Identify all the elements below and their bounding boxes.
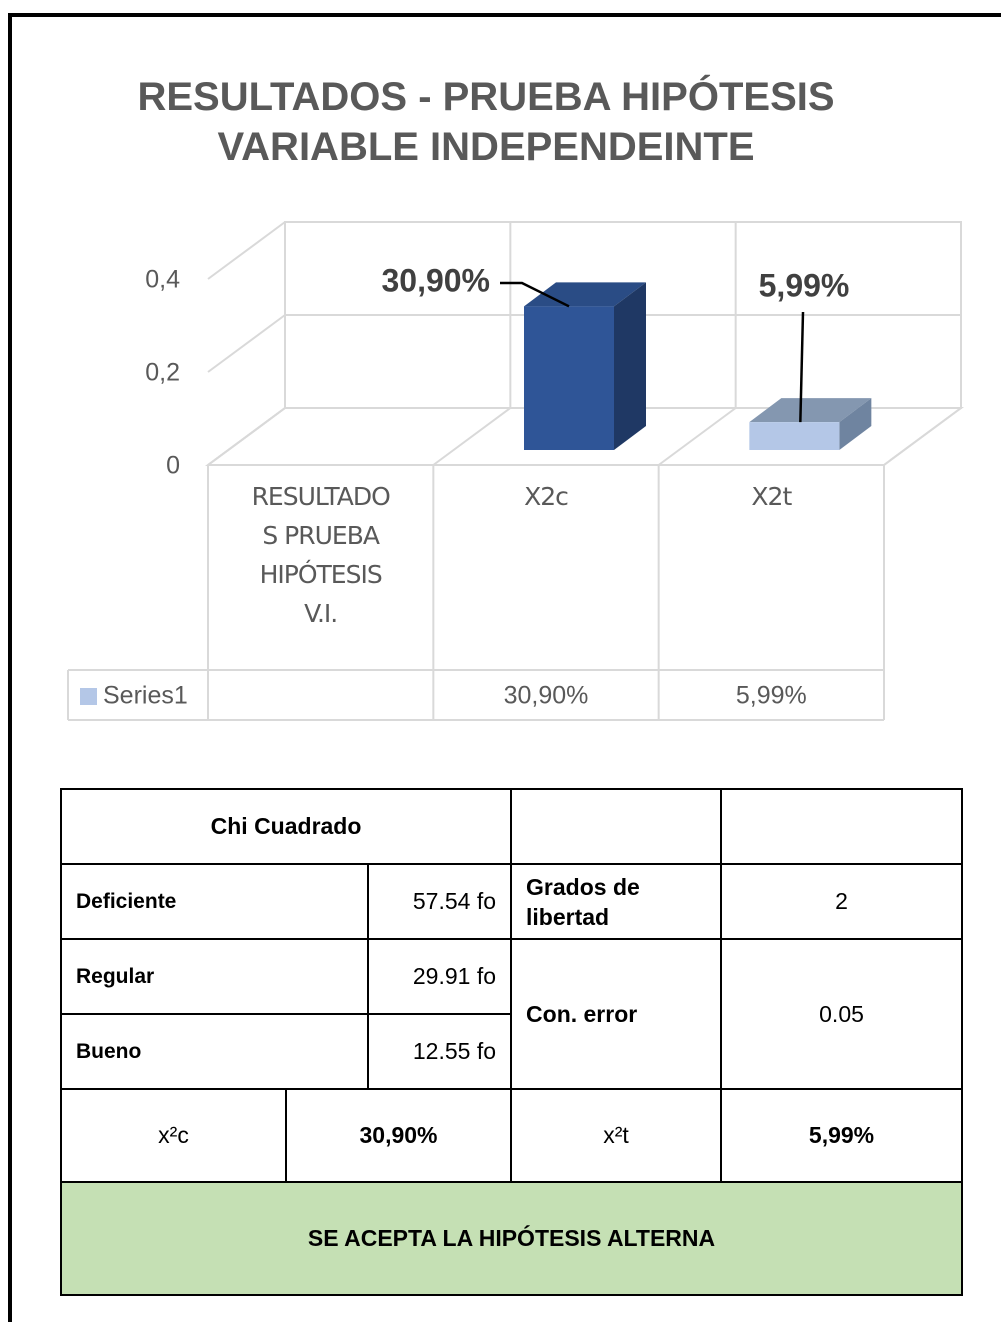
conclusion: SE ACEPTA LA HIPÓTESIS ALTERNA xyxy=(59,1181,964,1296)
table-value: 5,99% xyxy=(736,682,807,710)
floor-divider xyxy=(883,407,962,466)
bar xyxy=(524,282,646,450)
x2c-label: x²c xyxy=(60,1088,287,1183)
legend-swatch xyxy=(80,688,97,705)
x-tick-label: X2c xyxy=(524,482,569,511)
bar-front xyxy=(524,306,614,450)
floor-divider xyxy=(658,407,737,466)
bar-top xyxy=(749,398,872,423)
chart-title: RESULTADOS - PRUEBA HIPÓTESIS VARIABLE I… xyxy=(137,75,835,169)
y-tick-label: 0,2 xyxy=(145,359,180,387)
chart: 0 0,2 0,4 RESULTADOS PRUEBA HIPÓTESIS V.I. X… xyxy=(67,221,965,721)
grid-line xyxy=(207,407,286,466)
grid-line xyxy=(207,314,286,373)
x-category: RESULTADOS PRUEBA HIPÓTESIS V.I. xyxy=(251,482,391,628)
row-label: Regular xyxy=(60,938,369,1015)
cell xyxy=(720,788,964,865)
x2t-value: 5,99% xyxy=(720,1088,964,1183)
table-title: Chi Cuadrado xyxy=(59,788,513,865)
row-label: Bueno xyxy=(60,1013,369,1090)
degrees-label: Grados de libertad xyxy=(510,863,723,940)
x-category: X2c xyxy=(524,482,569,511)
table-value: 30,90% xyxy=(504,682,589,710)
row-value: 12.55 fo xyxy=(366,1013,513,1090)
legend-label: Series1 xyxy=(103,682,188,710)
bar-front xyxy=(749,422,840,450)
row-value: 57.54 fo xyxy=(366,863,513,940)
chi-table: Chi Cuadrado Deficiente 57.54 fo Grados de… xyxy=(59,788,964,1296)
bar-side xyxy=(839,398,872,450)
bar-side xyxy=(614,282,646,450)
x-category: X2t xyxy=(751,482,792,511)
row-label: Deficiente xyxy=(60,863,369,940)
y-tick-label: 0,4 xyxy=(145,266,180,294)
degrees-value: 2 xyxy=(720,863,964,940)
frame xyxy=(8,13,1001,1322)
x2c-value: 30,90% xyxy=(284,1088,513,1183)
y-tick-label: 0 xyxy=(166,452,180,480)
error-value: 0.05 xyxy=(720,938,964,1090)
leader-line xyxy=(500,281,570,308)
value-label: 5,99% xyxy=(759,267,850,303)
value-label: 30,90% xyxy=(381,262,490,298)
floor-divider xyxy=(432,407,511,466)
x-tick-label: X2t xyxy=(751,482,792,511)
error-label: Con. error xyxy=(510,938,723,1090)
bar xyxy=(749,398,872,450)
leader-line xyxy=(799,311,805,423)
x2t-label: x²t xyxy=(510,1088,723,1183)
grid-line xyxy=(207,221,286,280)
x-tick-label: RESULTADOS PRUEBA HIPÓTESIS V.I. xyxy=(251,482,391,628)
cell xyxy=(510,788,723,865)
row-value: 29.91 fo xyxy=(366,938,513,1015)
